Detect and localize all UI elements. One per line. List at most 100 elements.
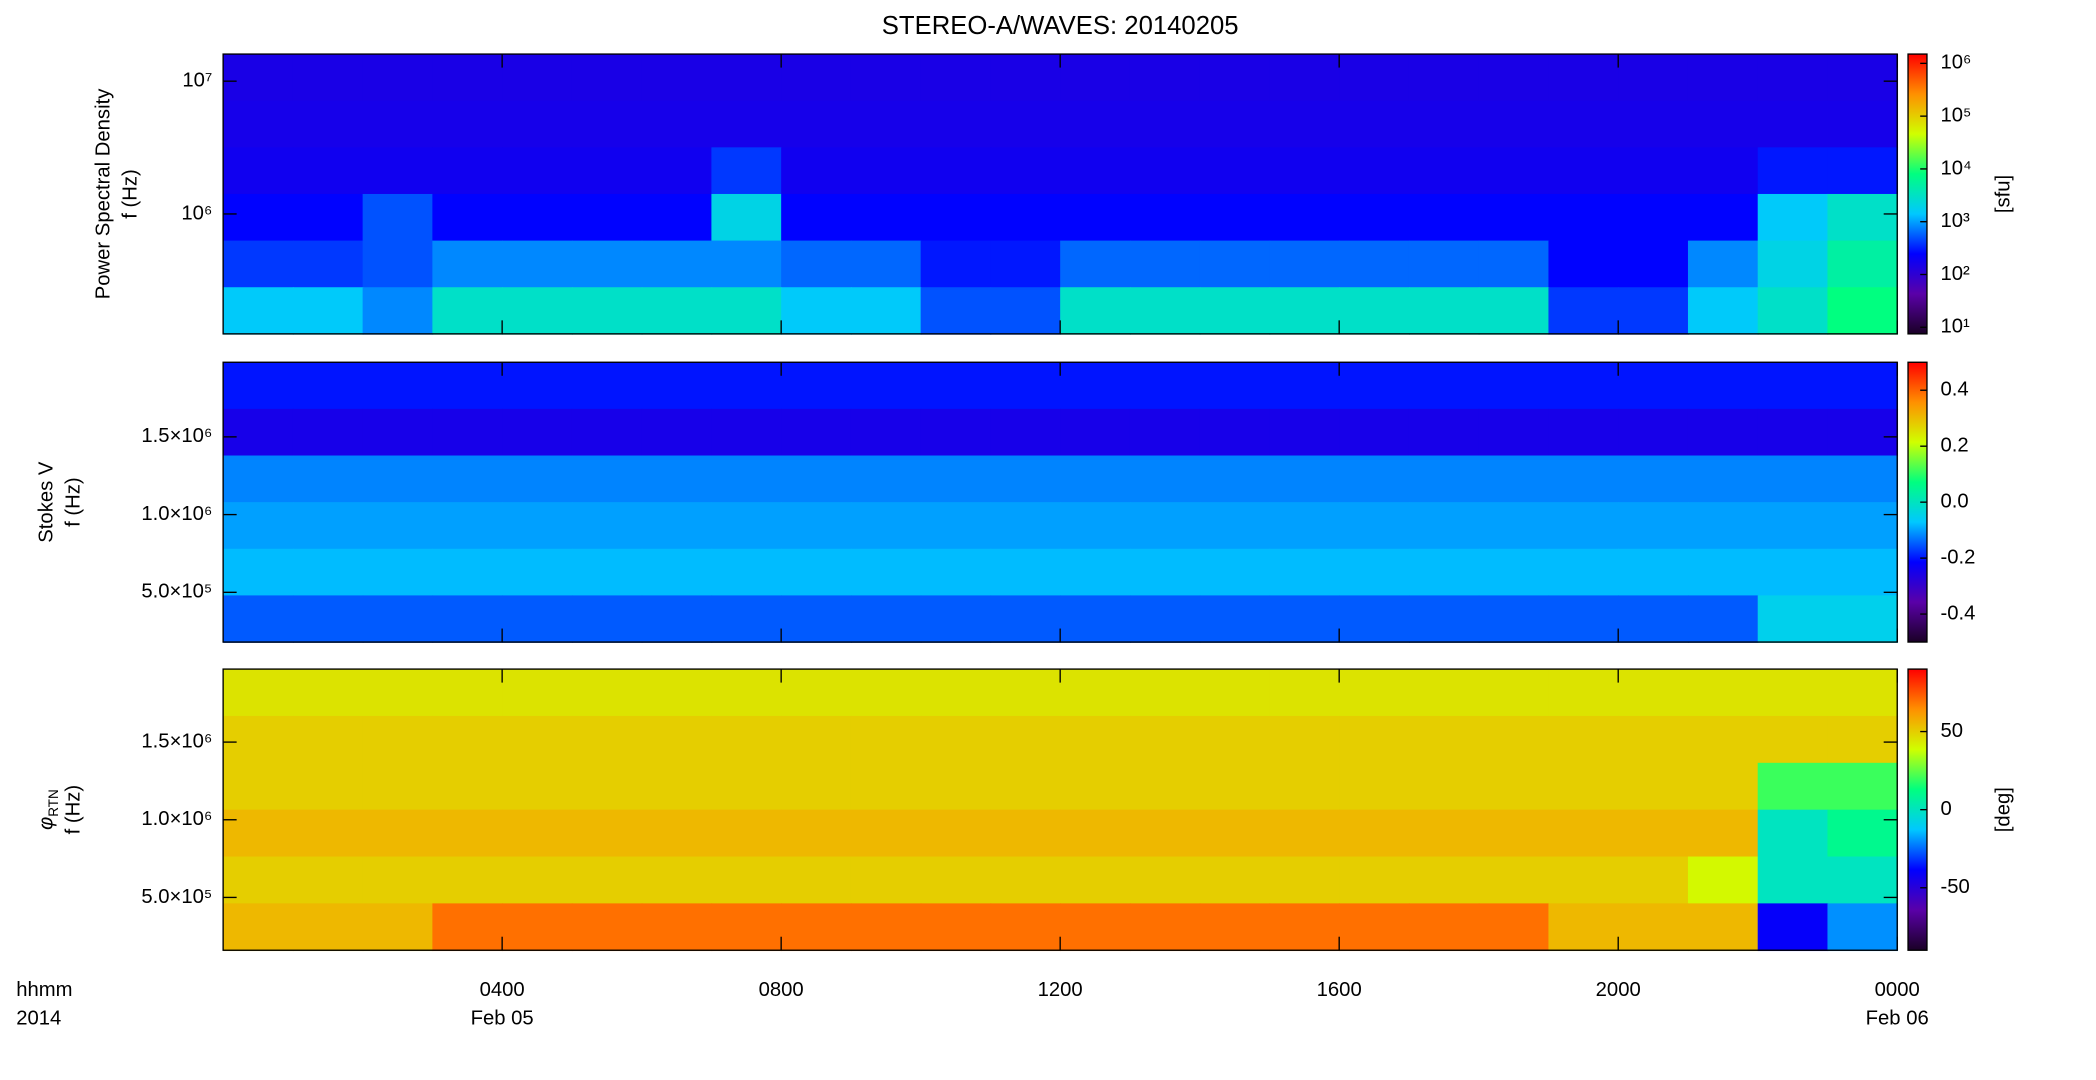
heatmap-cell [502, 809, 573, 858]
heatmap-cell [711, 408, 782, 457]
heatmap-cell [571, 193, 643, 242]
heatmap-cell [1339, 408, 1410, 457]
heatmap-cell [1618, 809, 1689, 858]
heatmap-cell [1618, 54, 1689, 102]
heatmap-cell [1339, 715, 1410, 764]
heatmap-cell [432, 903, 503, 952]
heatmap-cell [432, 502, 503, 550]
heatmap-cell [571, 762, 643, 811]
heatmap-cell [292, 669, 364, 717]
heatmap-cell [1408, 903, 1480, 952]
heatmap-cell [1687, 362, 1759, 410]
heatmap-cell [1199, 502, 1271, 550]
heatmap-cell [1199, 856, 1271, 905]
heatmap-cell [1269, 362, 1340, 410]
heatmap-cell [1618, 240, 1689, 289]
heatmap-cell [990, 193, 1061, 242]
heatmap-cell [920, 809, 992, 858]
heatmap-cell [1618, 193, 1689, 242]
heatmap-cell [362, 147, 434, 195]
heatmap-cell [990, 100, 1061, 149]
heatmap-cell [920, 287, 992, 335]
heatmap-cell [850, 548, 922, 597]
heatmap-cell [1618, 903, 1689, 952]
colorbar-tick-label: 10¹ [1940, 316, 1970, 338]
heatmap-cell [1339, 193, 1410, 242]
heatmap-cell [1548, 809, 1620, 858]
heatmap-cell [1129, 502, 1201, 550]
x-date-label: Feb 06 [1866, 1008, 1929, 1030]
heatmap-cell [292, 455, 364, 503]
heatmap-cell [1548, 147, 1620, 195]
heatmap-cell [990, 762, 1061, 811]
heatmap-cell [223, 240, 294, 289]
heatmap-cell [920, 903, 992, 952]
heatmap-cell [1618, 147, 1689, 195]
heatmap-cell [1339, 502, 1410, 550]
heatmap-cell [1269, 147, 1340, 195]
heatmap-cell [1827, 408, 1899, 457]
colorbar-tick-label: 0.2 [1940, 435, 1968, 457]
heatmap-cell [1757, 455, 1829, 503]
heatmap-cell [1269, 100, 1340, 149]
heatmap-cell [1129, 287, 1201, 335]
heatmap-cell [1478, 595, 1550, 643]
heatmap-cell [641, 193, 713, 242]
heatmap-cell [1478, 762, 1550, 811]
colorbar-tick-label: 10³ [1940, 210, 1970, 232]
x-tick-label: 0400 [480, 979, 525, 1001]
heatmap-cell [1687, 455, 1759, 503]
y-tick-label: 10⁷ [182, 70, 212, 92]
heatmap-cell [1060, 548, 1131, 597]
heatmap-cell [1129, 715, 1201, 764]
heatmap-cell [1408, 715, 1480, 764]
heatmap-cell [571, 548, 643, 597]
heatmap-cell [850, 856, 922, 905]
heatmap-cell [920, 240, 992, 289]
figure-title: STEREO-A/WAVES: 20140205 [882, 12, 1239, 40]
heatmap-cell [362, 502, 434, 550]
heatmap-cell [432, 362, 503, 410]
heatmap-cell [571, 100, 643, 149]
heatmap-cell [1060, 669, 1131, 717]
heatmap-cell [781, 100, 852, 149]
heatmap-cell [1478, 856, 1550, 905]
heatmap-cell [920, 100, 992, 149]
heatmap-cell [362, 408, 434, 457]
y-axis-label: φRTN [36, 789, 61, 830]
heatmap-cell [432, 548, 503, 597]
heatmap-cell [850, 408, 922, 457]
heatmap-cell [1129, 856, 1201, 905]
heatmap-cell [223, 669, 294, 717]
heatmap-cell [1478, 240, 1550, 289]
heatmap-cell [1199, 715, 1271, 764]
colorbar-tick-label: 10⁶ [1940, 52, 1971, 74]
heatmap-cell [292, 240, 364, 289]
heatmap-cell [1339, 287, 1410, 335]
heatmap-cell [711, 809, 782, 858]
heatmap-cell [641, 856, 713, 905]
heatmap-cell [1060, 809, 1131, 858]
heatmap-cell [1478, 548, 1550, 597]
heatmap-cell [223, 595, 294, 643]
heatmap-cell [432, 287, 503, 335]
heatmap-cell [432, 147, 503, 195]
heatmap-cell [1757, 147, 1829, 195]
heatmap-cell [1060, 856, 1131, 905]
heatmap-cell [1060, 147, 1131, 195]
heatmap-cell [502, 100, 573, 149]
heatmap-cell [1757, 193, 1829, 242]
colorbar-tick-label: -0.2 [1940, 546, 1975, 568]
heatmap-cell [1687, 408, 1759, 457]
heatmap-cell [641, 715, 713, 764]
heatmap-cell [641, 548, 713, 597]
heatmap-cell [362, 762, 434, 811]
heatmap-cell [1618, 548, 1689, 597]
heatmap-cell [920, 548, 992, 597]
heatmap-cell [502, 502, 573, 550]
heatmap-cell [1827, 287, 1899, 335]
heatmap-cell [1687, 54, 1759, 102]
heatmap-cell [1408, 762, 1480, 811]
heatmap-cell [850, 100, 922, 149]
